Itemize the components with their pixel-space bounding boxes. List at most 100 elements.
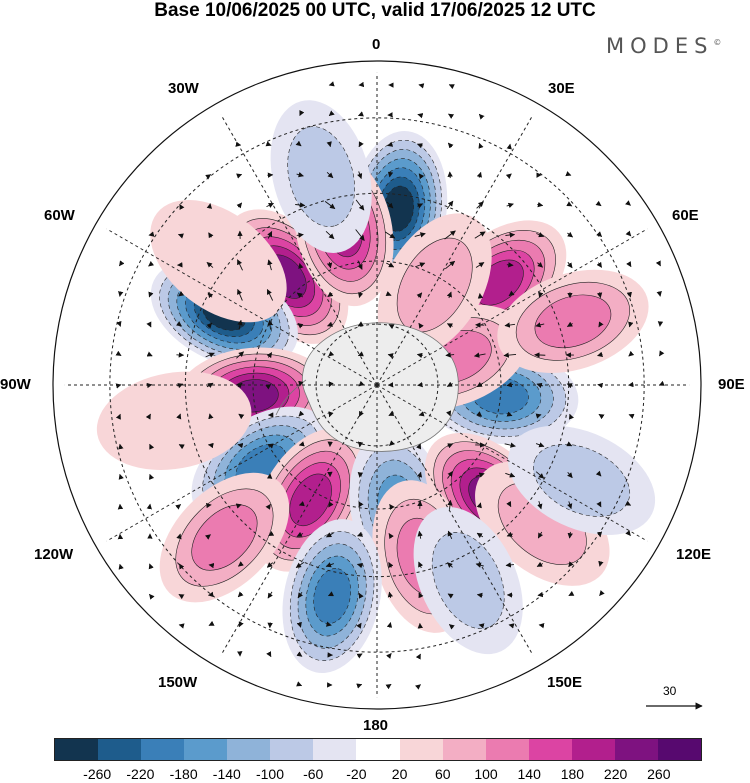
wind-arrow (448, 113, 455, 119)
wind-arrow (115, 350, 122, 357)
wind-arrow (418, 561, 424, 569)
colorbar-tick-label: 20 (391, 766, 408, 782)
colorbar-swatch (141, 739, 185, 760)
wind-arrow (417, 381, 423, 388)
colorbar-swatch (356, 739, 400, 760)
wind-arrow (504, 322, 516, 328)
colorbar-swatch (528, 739, 572, 760)
meridian-line (106, 384, 378, 542)
wind-arrow (326, 171, 334, 179)
wind-arrow (506, 382, 514, 388)
wind-vectors (115, 81, 665, 690)
wind-arrow (445, 352, 455, 358)
wind-arrow (415, 262, 426, 268)
wind-arrow (357, 171, 363, 180)
wind-arrow (385, 291, 392, 297)
anomaly-center (159, 472, 290, 603)
wind-arrow (238, 621, 244, 628)
wind-arrow (473, 352, 486, 358)
wind-arrow (324, 201, 336, 209)
wind-arrow (265, 384, 272, 390)
wind-arrow (146, 351, 153, 357)
wind-arrow (418, 592, 424, 599)
wind-arrow (446, 562, 453, 568)
wind-arrow (475, 262, 485, 268)
wind-arrow (149, 443, 155, 450)
wind-arrow (446, 200, 454, 210)
wind-arrow (568, 413, 574, 420)
wind-arrow (508, 290, 515, 297)
wind-arrow (328, 110, 335, 117)
lon-label-120w: 120W (34, 546, 74, 563)
wind-arrow (357, 111, 364, 117)
wind-arrow (538, 291, 544, 298)
wind-arrow (598, 413, 605, 420)
anomaly-field (96, 100, 656, 674)
wind-arrow (237, 259, 243, 271)
anomaly-center (507, 425, 656, 535)
wind-arrow (448, 84, 455, 90)
colorbar-tick-label: -60 (303, 766, 324, 782)
wind-arrow (447, 499, 453, 510)
wind-arrow (506, 262, 514, 268)
reference-vector-label: 30 (663, 684, 677, 698)
wind-arrow (503, 352, 517, 358)
wind-arrow (119, 260, 125, 267)
wind-arrow (267, 591, 273, 599)
wind-arrow (415, 653, 421, 660)
wind-arrow (476, 532, 484, 539)
wind-arrow (148, 291, 154, 298)
wind-arrow (356, 653, 363, 659)
wind-arrow (476, 502, 482, 509)
wind-arrow (268, 530, 275, 537)
wind-arrow (235, 503, 242, 509)
wind-arrow (567, 231, 574, 238)
wind-arrow (237, 442, 244, 449)
wind-arrow (148, 261, 155, 267)
wind-arrow (205, 352, 215, 358)
wind-arrow (116, 320, 122, 327)
wind-arrow (448, 624, 455, 630)
wind-arrow (596, 292, 603, 299)
colorbar-swatch (227, 739, 271, 760)
wind-arrow (206, 322, 213, 329)
wind-arrow (626, 291, 632, 298)
wind-arrow (386, 622, 393, 628)
wind-arrow (296, 172, 304, 178)
colorbar-swatch (98, 739, 142, 760)
wind-arrow (388, 533, 394, 540)
wind-arrow (388, 410, 395, 416)
wind-arrow (596, 531, 603, 538)
wind-arrow (297, 591, 304, 599)
wind-arrow (266, 352, 273, 359)
wind-arrow (178, 444, 185, 450)
graticule (64, 72, 690, 698)
wind-arrow (357, 351, 364, 357)
wind-arrow (328, 501, 334, 508)
meridian-line (376, 384, 534, 656)
wind-arrow (505, 562, 514, 568)
wind-arrow (475, 472, 485, 478)
wind-arrow (145, 413, 151, 420)
wind-arrow (118, 291, 124, 297)
lon-label-90e: 90E (718, 376, 745, 393)
wind-arrow (177, 383, 184, 389)
wind-arrow (356, 622, 362, 629)
wind-arrow (628, 413, 635, 419)
meridian-line (106, 228, 378, 386)
wind-arrow (447, 530, 453, 540)
wind-arrow (236, 202, 243, 209)
wind-arrow (296, 651, 303, 657)
wind-arrow (446, 381, 453, 387)
wind-arrow (236, 351, 245, 359)
wind-arrow (476, 381, 484, 388)
wind-arrow (208, 413, 214, 420)
wind-arrow (476, 411, 483, 417)
wind-arrow (625, 200, 631, 206)
wind-arrow (206, 382, 214, 389)
wind-arrow (355, 199, 365, 211)
wind-arrow (565, 171, 572, 177)
colorbar-swatch (55, 739, 99, 760)
wind-arrow (596, 501, 602, 508)
